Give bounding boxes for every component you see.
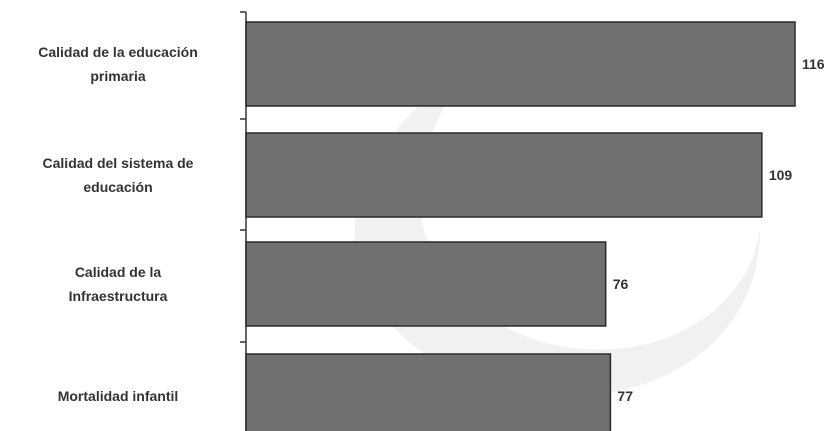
category-label-1-line-0: Calidad del sistema de bbox=[43, 155, 194, 171]
category-label-3-line-0: Mortalidad infantil bbox=[58, 388, 179, 404]
category-label-1-line-1: educación bbox=[83, 179, 152, 195]
category-label-0-line-0: Calidad de la educación bbox=[38, 44, 198, 60]
bar-0 bbox=[245, 21, 796, 107]
category-label-2-line-0: Calidad de la bbox=[75, 264, 162, 280]
bar-2 bbox=[245, 241, 607, 327]
bar-3 bbox=[245, 353, 612, 431]
category-label-2: Calidad de la Infraestructura bbox=[69, 264, 168, 304]
bar-1 bbox=[245, 132, 763, 218]
labels-group: 116 Calidad de la educación primaria 109 Cal… bbox=[38, 44, 825, 404]
watermark-swoosh bbox=[354, 60, 760, 397]
value-label-0: 116 bbox=[802, 56, 825, 72]
value-label-3: 77 bbox=[617, 388, 633, 404]
value-label-2: 76 bbox=[613, 276, 629, 292]
value-label-1: 109 bbox=[769, 167, 793, 183]
y-axis bbox=[240, 11, 247, 431]
category-label-1: Calidad del sistema de educación bbox=[43, 155, 194, 195]
category-label-3: Mortalidad infantil bbox=[58, 388, 179, 404]
category-label-0-line-1: primaria bbox=[90, 68, 145, 84]
bars-group bbox=[245, 21, 796, 431]
category-label-2-line-1: Infraestructura bbox=[69, 288, 168, 304]
watermark-swoosh-shape bbox=[354, 60, 760, 397]
category-label-0: Calidad de la educación primaria bbox=[38, 44, 198, 84]
